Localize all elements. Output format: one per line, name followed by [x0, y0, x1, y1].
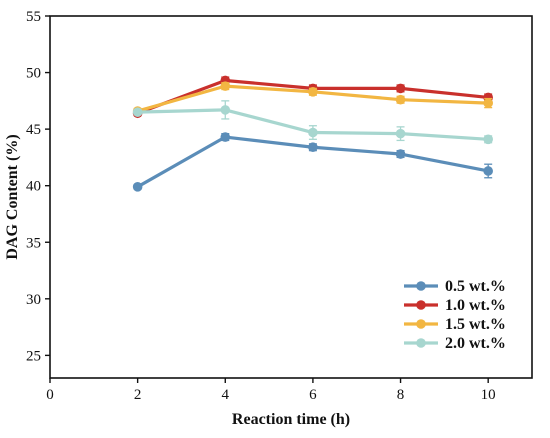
y-tick-label: 30: [26, 292, 41, 308]
x-tick-label: 4: [222, 387, 230, 403]
data-point: [220, 132, 231, 142]
series-4: [132, 100, 493, 145]
x-tick-label: 6: [309, 387, 317, 403]
legend-swatch-marker: [416, 319, 426, 329]
y-axis-title: DAG Content (%): [4, 134, 21, 259]
data-point: [308, 86, 318, 97]
legend: 0.5 wt.% 1.0 wt.% 1.5 wt.% 2.0 wt.%: [404, 278, 506, 352]
legend-swatch-marker: [416, 300, 426, 310]
data-point: [132, 107, 143, 117]
legend-label: 1.0 wt.%: [445, 297, 506, 314]
y-tick-label: 55: [26, 9, 41, 25]
data-point: [220, 105, 231, 115]
legend-swatch-marker: [416, 281, 426, 291]
data-point: [483, 166, 493, 176]
legend-label: 1.5 wt.%: [445, 316, 506, 333]
y-tick-label: 50: [26, 66, 41, 82]
series-layer: [132, 75, 493, 192]
data-point: [395, 83, 406, 94]
data-point: [483, 98, 493, 108]
y-tick-label: 25: [26, 348, 41, 364]
legend-label: 0.5 wt.%: [445, 278, 506, 295]
legend-label: 2.0 wt.%: [445, 335, 506, 352]
x-axis-title: Reaction time (h): [232, 411, 350, 428]
x-tick-label: 0: [46, 387, 54, 403]
legend-entry: 1.5 wt.%: [404, 316, 506, 333]
data-point: [220, 81, 231, 91]
plot-frame: [49, 15, 533, 379]
axis-ticks: 25 30 35 40 45 50 55 0 2 4 6 8 10: [26, 9, 496, 403]
data-point: [308, 127, 318, 138]
x-tick-label: 2: [134, 387, 142, 403]
data-point: [132, 182, 143, 192]
legend-entry: 0.5 wt.%: [404, 278, 506, 295]
data-point: [395, 94, 406, 105]
y-tick-label: 35: [26, 235, 41, 251]
data-point: [308, 142, 318, 153]
legend-entry: 2.0 wt.%: [404, 335, 506, 352]
x-tick-label: 10: [481, 387, 496, 403]
legend-entry: 1.0 wt.%: [404, 297, 506, 314]
data-point: [395, 149, 406, 159]
x-tick-label: 8: [397, 387, 405, 403]
y-tick-label: 40: [26, 179, 41, 195]
y-tick-label: 45: [26, 122, 41, 138]
data-point: [395, 128, 406, 139]
legend-swatch-marker: [416, 338, 426, 348]
data-point: [483, 134, 493, 145]
series-1: [132, 132, 493, 192]
